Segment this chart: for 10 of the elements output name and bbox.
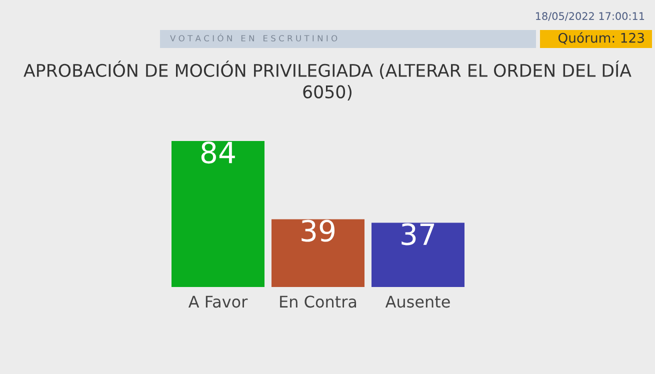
data-label: 39	[302, 220, 335, 242]
x-tick-label: En Contra	[280, 296, 356, 308]
x-tick-label: A Favor	[188, 296, 248, 308]
text: V O T A C I Ó N E N E S C R U T I N I O	[170, 34, 338, 42]
text: Quórum: 123	[558, 32, 644, 44]
data-label: 37	[402, 223, 434, 246]
x-tick-label: Ausente	[385, 296, 450, 308]
chart-title: APROBACIÓN DE MOCIÓN PRIVILEGIADA (ALTERAR EL ORDEN DEL DÍA 6050)	[24, 60, 632, 100]
data-label: 84	[201, 142, 235, 164]
text: 18/05/2022 17:00:11	[536, 12, 644, 21]
